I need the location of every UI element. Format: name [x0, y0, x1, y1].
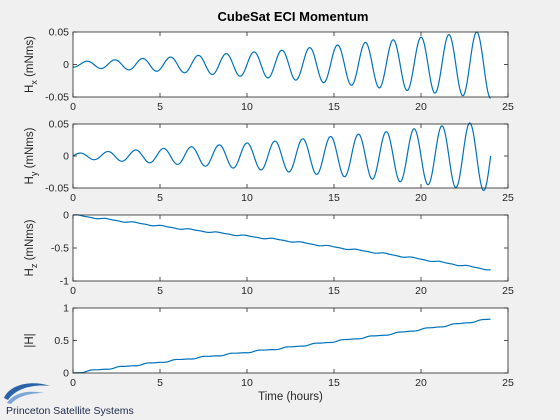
axes-background — [73, 32, 508, 97]
y-tick-label: 0 — [63, 59, 69, 71]
x-tick-label: 5 — [157, 285, 163, 297]
y-tick-label: 0 — [63, 210, 69, 222]
figure-title: CubeSat ECI Momentum — [218, 9, 369, 24]
swoosh-logo-icon — [4, 383, 50, 404]
y-axis-label-main: H — [24, 85, 36, 93]
y-tick-label: 0 — [63, 368, 69, 380]
y-axis-label-subscript: y — [29, 171, 39, 176]
x-tick-label: 25 — [502, 285, 514, 297]
y-axis-label-subscript: x — [29, 80, 39, 85]
x-tick-label: 0 — [70, 192, 76, 204]
y-axis-label-unit: (mNms) — [24, 219, 36, 263]
x-tick-label: 0 — [70, 101, 76, 113]
x-tick-label: 5 — [157, 101, 163, 113]
x-tick-label: 25 — [502, 377, 514, 389]
logo-swoosh-outer — [4, 383, 50, 400]
series-line — [72, 122, 492, 192]
x-tick-label: 25 — [502, 192, 514, 204]
x-tick-label: 20 — [415, 377, 427, 389]
x-tick-label: 0 — [70, 377, 76, 389]
y-tick-label: -0.05 — [45, 183, 69, 195]
y-tick-label: 0 — [63, 151, 69, 163]
y-axis-label: Hz (mNms) — [24, 219, 39, 276]
x-tick-label: 0 — [70, 285, 76, 297]
y-axis-label: Hx (mNms) — [24, 36, 39, 93]
series-line — [72, 214, 491, 271]
y-axis-label-unit: (mNms) — [24, 36, 36, 80]
x-axis-label: Time (hours) — [258, 391, 323, 403]
x-tick-label: 15 — [328, 285, 340, 297]
x-tick-label: 10 — [241, 285, 253, 297]
series-line — [72, 31, 491, 99]
x-tick-label: 20 — [415, 192, 427, 204]
x-tick-label: 10 — [241, 192, 253, 204]
x-tick-label: 10 — [241, 377, 253, 389]
y-axis-label: |H| — [24, 333, 36, 347]
x-tick-label: 5 — [157, 192, 163, 204]
x-tick-label: 20 — [415, 101, 427, 113]
axes-background — [73, 308, 508, 373]
y-axis-label-subscript: z — [29, 263, 39, 268]
y-axis-label-main: |H| — [24, 333, 36, 347]
y-tick-label: 0.5 — [54, 335, 69, 347]
y-axis-label-unit: (mNms) — [24, 127, 36, 171]
axes-background — [73, 215, 508, 281]
y-tick-label: 1 — [63, 303, 69, 315]
x-tick-label: 25 — [502, 101, 514, 113]
y-axis-label-main: H — [24, 176, 36, 184]
subplot-4: 0 5 10 15 20 25 0 0.5 1 |H| Time (hours) — [24, 303, 514, 404]
footer-company-name: Princeton Satellite Systems — [6, 405, 134, 417]
x-tick-label: 15 — [328, 192, 340, 204]
y-tick-label: 0.05 — [49, 119, 70, 131]
x-tick-label: 5 — [157, 377, 163, 389]
y-tick-label: -0.5 — [51, 243, 69, 255]
series-line — [72, 318, 491, 374]
y-axis-label-main: H — [24, 268, 36, 276]
axes-background — [73, 124, 508, 188]
y-axis-label: Hy (mNms) — [24, 127, 39, 184]
y-tick-label: 0.05 — [49, 27, 70, 39]
x-tick-label: 10 — [241, 101, 253, 113]
y-tick-label: -0.05 — [45, 92, 69, 104]
y-tick-label: -1 — [60, 276, 69, 288]
logo-swoosh-inner — [7, 391, 44, 404]
x-tick-label: 15 — [328, 101, 340, 113]
x-tick-label: 20 — [415, 285, 427, 297]
subplot-3: 0 5 10 15 20 25 -1 -0.5 0 Hz (mNms) — [24, 210, 514, 298]
x-tick-label: 15 — [328, 377, 340, 389]
